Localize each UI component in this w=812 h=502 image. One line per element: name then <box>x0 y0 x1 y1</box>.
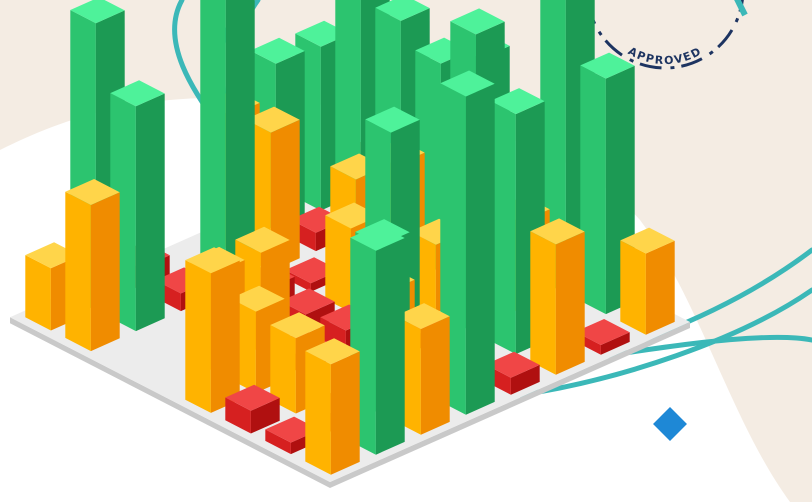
bar-top <box>575 319 630 345</box>
bar-right-face <box>375 238 405 455</box>
bar-left-face <box>580 65 606 315</box>
bar-left-face <box>225 397 251 434</box>
bar-right-face <box>225 0 255 292</box>
bar-top <box>450 8 505 35</box>
bar-top <box>110 80 165 107</box>
bar-top <box>490 88 545 115</box>
bar-right-face <box>330 351 360 475</box>
bar-top <box>395 303 450 330</box>
bar-top <box>250 37 305 64</box>
bar-top <box>440 70 495 97</box>
bar-right-face <box>555 231 585 375</box>
bar-top <box>70 0 125 24</box>
bar-right-face <box>600 332 630 355</box>
bar-top <box>350 224 405 251</box>
bar-top <box>375 0 430 21</box>
bar-left-face <box>65 191 91 352</box>
bar-left-face <box>185 260 211 413</box>
bar-left-face <box>490 100 516 355</box>
bar-right-face <box>90 192 120 352</box>
bar-top <box>235 226 290 253</box>
bar-top <box>185 247 240 274</box>
bar-illustration <box>10 0 690 488</box>
bar-top <box>65 179 120 205</box>
bar-left-face <box>200 0 226 292</box>
bar-right-face <box>510 364 540 395</box>
curve <box>517 287 812 398</box>
bar-top <box>245 106 300 133</box>
bar-right-face <box>210 260 240 413</box>
bar-top <box>270 312 325 339</box>
bar-top <box>230 285 285 312</box>
bar-left-face <box>530 231 556 375</box>
bar-top <box>620 227 675 254</box>
diamond <box>653 407 687 441</box>
bar-left-face <box>325 215 351 313</box>
bar-top <box>580 52 635 79</box>
bar-right-face <box>645 240 675 335</box>
bar-top <box>485 351 540 378</box>
bar-left-face <box>620 240 646 335</box>
bar-left-face <box>25 255 51 331</box>
bar-top <box>530 218 585 245</box>
bar-top <box>225 384 280 411</box>
bar-right-face <box>250 397 280 434</box>
bar-right-face <box>270 119 300 272</box>
bar-left-face <box>270 325 296 414</box>
bar-right-face <box>420 316 450 435</box>
stamp-accent <box>734 0 748 17</box>
bar-top <box>280 288 335 315</box>
bar-left-face <box>305 351 331 475</box>
bar-top <box>365 106 420 133</box>
bar-left-face <box>265 429 291 455</box>
bar-top <box>305 338 360 365</box>
bar-right-face <box>465 83 495 415</box>
bar-right-face <box>135 93 165 332</box>
